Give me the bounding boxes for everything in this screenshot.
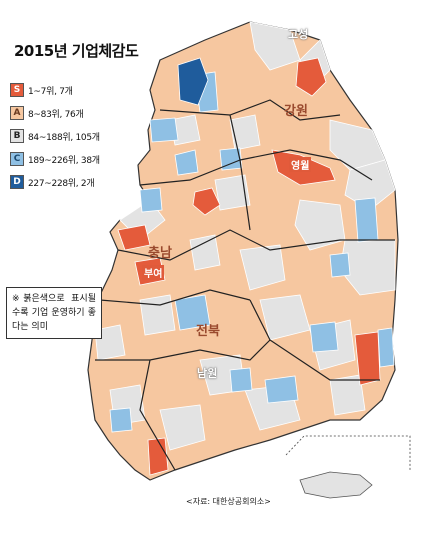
legend: S 1~7위, 7개 A 8~83위, 76개 B 84~188위, 105개 … bbox=[10, 80, 100, 195]
legend-item-d: D 227~228위, 2개 bbox=[10, 172, 100, 192]
legend-badge-a: A bbox=[10, 106, 24, 120]
jeju-island bbox=[299, 471, 373, 499]
label-buyeo: 부여 bbox=[142, 265, 165, 280]
label-chungnam: 충남 bbox=[148, 246, 172, 261]
label-goseong: 고성 bbox=[288, 28, 309, 41]
legend-badge-d: D bbox=[10, 175, 24, 189]
grade-d-district bbox=[177, 57, 209, 106]
legend-item-c: C 189~226위, 38개 bbox=[10, 149, 100, 169]
province-borders bbox=[95, 99, 395, 471]
legend-item-a: A 8~83위, 76개 bbox=[10, 103, 100, 123]
legend-text-a: 8~83위, 76개 bbox=[28, 109, 84, 120]
legend-badge-b: B bbox=[10, 129, 24, 143]
source-credit: <자료: 대한상공회의소> bbox=[186, 497, 271, 506]
legend-text-s: 1~7위, 7개 bbox=[28, 86, 73, 97]
map-title: 2015년 기업체감도 bbox=[14, 42, 139, 60]
label-yeongwol: 영월 bbox=[289, 157, 312, 172]
label-gangwon: 강원 bbox=[284, 104, 308, 119]
inset-divider bbox=[285, 435, 411, 470]
legend-item-s: S 1~7위, 7개 bbox=[10, 80, 100, 100]
legend-text-b: 84~188위, 105개 bbox=[28, 132, 100, 143]
label-jeonbuk: 전북 bbox=[196, 324, 220, 339]
grade-c-districts bbox=[109, 71, 395, 433]
legend-badge-s: S bbox=[10, 83, 24, 97]
label-namwon: 남원 bbox=[197, 367, 218, 380]
legend-text-d: 227~228위, 2개 bbox=[28, 178, 95, 189]
legend-badge-c: C bbox=[10, 152, 24, 166]
legend-text-c: 189~226위, 38개 bbox=[28, 155, 100, 166]
legend-item-b: B 84~188위, 105개 bbox=[10, 126, 100, 146]
note-box: ※붉은색으로 표시될수록 기업 운영하기 좋다는 의미 bbox=[6, 287, 102, 339]
